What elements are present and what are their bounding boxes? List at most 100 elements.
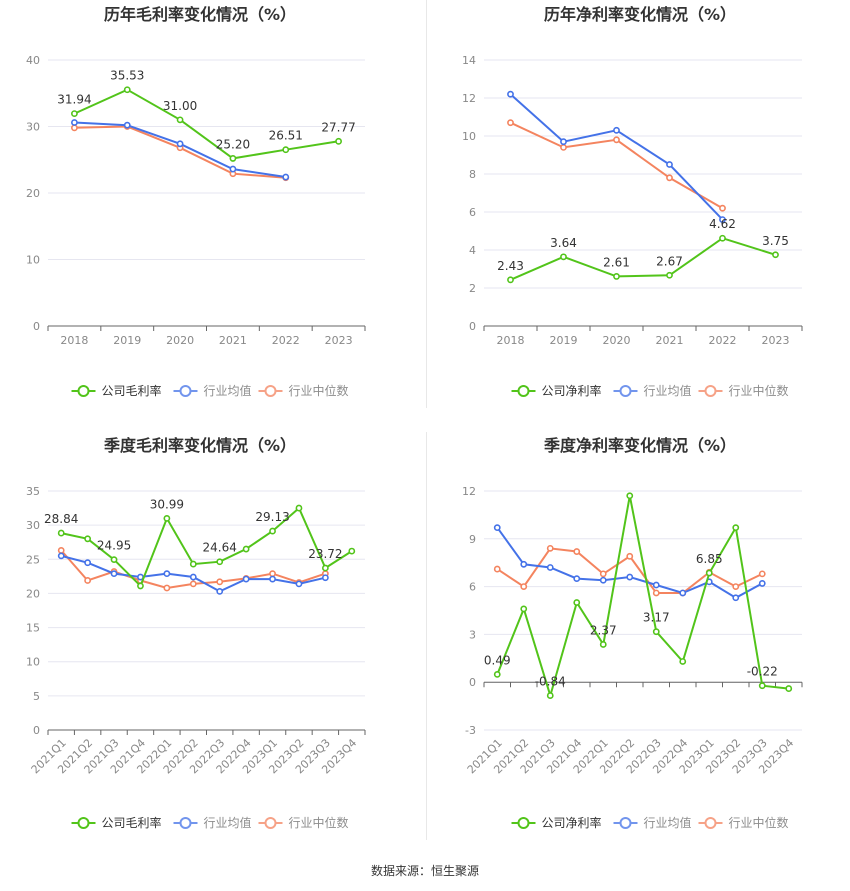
legend-item-industry_avg: 行业均值: [173, 383, 252, 398]
data-point-company: [613, 273, 620, 280]
data-point-industry_median: [520, 583, 528, 590]
data-label: 2.43: [497, 259, 524, 273]
chart-title: 历年毛利率变化情况（%）: [104, 5, 296, 24]
y-tick-label: 3: [469, 628, 476, 641]
y-tick-label: 30: [26, 121, 40, 134]
data-point-company: [282, 146, 290, 154]
data-point-company: [652, 628, 660, 636]
data-point-industry_median: [216, 578, 224, 586]
data-point-industry_avg: [560, 138, 567, 146]
data-point-company: [229, 155, 237, 162]
data-point-industry_median: [269, 570, 276, 578]
y-tick-label: 40: [26, 54, 40, 67]
data-label: 24.95: [97, 539, 131, 553]
x-tick-label: 2019: [113, 334, 141, 347]
data-point-industry_median: [546, 544, 554, 552]
data-point-company: [560, 253, 567, 261]
data-point-company: [242, 545, 250, 553]
data-point-industry_avg: [84, 559, 92, 567]
chart-panel-2: 季度毛利率变化情况（%）051015202530352021Q12021Q220…: [26, 436, 366, 830]
data-point-industry_median: [71, 124, 78, 132]
divider-vertical-bottom: [426, 432, 427, 840]
x-tick-label: 2020: [603, 334, 631, 347]
data-point-company: [295, 504, 303, 512]
data-point-company: [599, 641, 607, 648]
x-tick-label: 2023: [762, 334, 790, 347]
data-point-industry_avg: [679, 589, 687, 597]
y-tick-label: 20: [26, 587, 40, 600]
legend-label: 行业中位数: [729, 815, 789, 830]
data-point-company: [493, 670, 501, 678]
legend-label: 公司净利率: [542, 815, 602, 830]
x-tick-label: 2021: [656, 334, 684, 347]
y-tick-label: 0: [33, 320, 40, 333]
y-tick-label: 25: [26, 553, 40, 566]
legend-label: 行业均值: [204, 383, 252, 398]
y-tick-label: 6: [469, 581, 476, 594]
data-point-industry_avg: [599, 576, 607, 584]
legend-label: 行业中位数: [289, 815, 349, 830]
data-point-company: [84, 535, 92, 543]
legend-swatch-marker: [619, 817, 632, 829]
y-tick-label: 30: [26, 519, 40, 532]
data-label: 30.99: [150, 497, 184, 511]
legend-swatch-marker: [264, 385, 277, 397]
data-point-industry_median: [573, 548, 581, 555]
source-note: 数据来源：恒生聚源: [370, 864, 479, 878]
y-tick-label: 10: [26, 656, 40, 669]
legend-swatch-marker: [77, 385, 90, 397]
data-point-company: [123, 86, 131, 94]
data-point-industry_median: [84, 577, 92, 584]
data-label: 3.17: [643, 611, 670, 625]
data-point-industry_avg: [71, 119, 78, 126]
data-point-industry_avg: [493, 524, 501, 532]
x-tick-label: 2020: [166, 334, 194, 347]
data-point-industry_median: [719, 204, 726, 212]
data-point-company: [321, 564, 329, 572]
legend-label: 公司毛利率: [102, 383, 162, 398]
data-point-company: [573, 599, 581, 606]
data-point-industry_avg: [546, 564, 554, 571]
data-point-industry_avg: [163, 570, 171, 578]
data-point-industry_avg: [520, 560, 528, 568]
data-label: 28.84: [44, 512, 78, 526]
data-point-company: [189, 560, 197, 568]
data-point-company: [110, 556, 118, 564]
x-tick-label: 2023: [325, 334, 353, 347]
data-point-industry_median: [57, 547, 65, 554]
x-tick-label: 2022: [709, 334, 737, 347]
data-point-company: [216, 558, 224, 566]
data-point-industry_avg: [229, 165, 237, 173]
x-tick-label: 2018: [60, 334, 88, 347]
data-point-industry_median: [666, 174, 673, 182]
data-point-company: [772, 251, 779, 259]
y-tick-label: 9: [469, 533, 476, 546]
data-label: 2.67: [656, 254, 683, 268]
chart-panel-3: 季度净利率变化情况（%）-30369122021Q12021Q22021Q320…: [462, 436, 803, 830]
data-point-company: [57, 529, 65, 537]
data-point-industry_avg: [295, 580, 303, 588]
legend-swatch-marker: [704, 385, 717, 397]
data-point-company: [732, 524, 740, 532]
data-label: 29.13: [255, 510, 289, 524]
divider-vertical-top: [426, 0, 427, 408]
y-tick-label: 2: [469, 282, 476, 295]
legend-item-industry_median: 行业中位数: [698, 815, 789, 830]
data-label: 23.72: [308, 547, 342, 561]
y-tick-label: 12: [462, 92, 476, 105]
y-tick-label: 5: [33, 690, 40, 703]
data-point-company: [176, 116, 184, 124]
y-tick-label: 0: [469, 676, 476, 689]
x-tick-label: 2021: [219, 334, 247, 347]
data-point-industry_median: [613, 136, 620, 144]
data-point-industry_avg: [282, 173, 290, 181]
legend-swatch-marker: [179, 817, 192, 829]
data-point-company: [546, 692, 554, 699]
legend-label: 行业均值: [204, 815, 252, 830]
y-tick-label: 35: [26, 485, 40, 498]
data-point-company: [269, 527, 276, 535]
data-point-industry_avg: [110, 570, 118, 578]
chart-panel-1: 历年净利率变化情况（%） 0 2 4 6 8 10 12 14 2018 2019 2020 2021 2…: [462, 5, 803, 398]
data-point-company: [719, 234, 726, 242]
x-tick-label: 2019: [550, 334, 578, 347]
